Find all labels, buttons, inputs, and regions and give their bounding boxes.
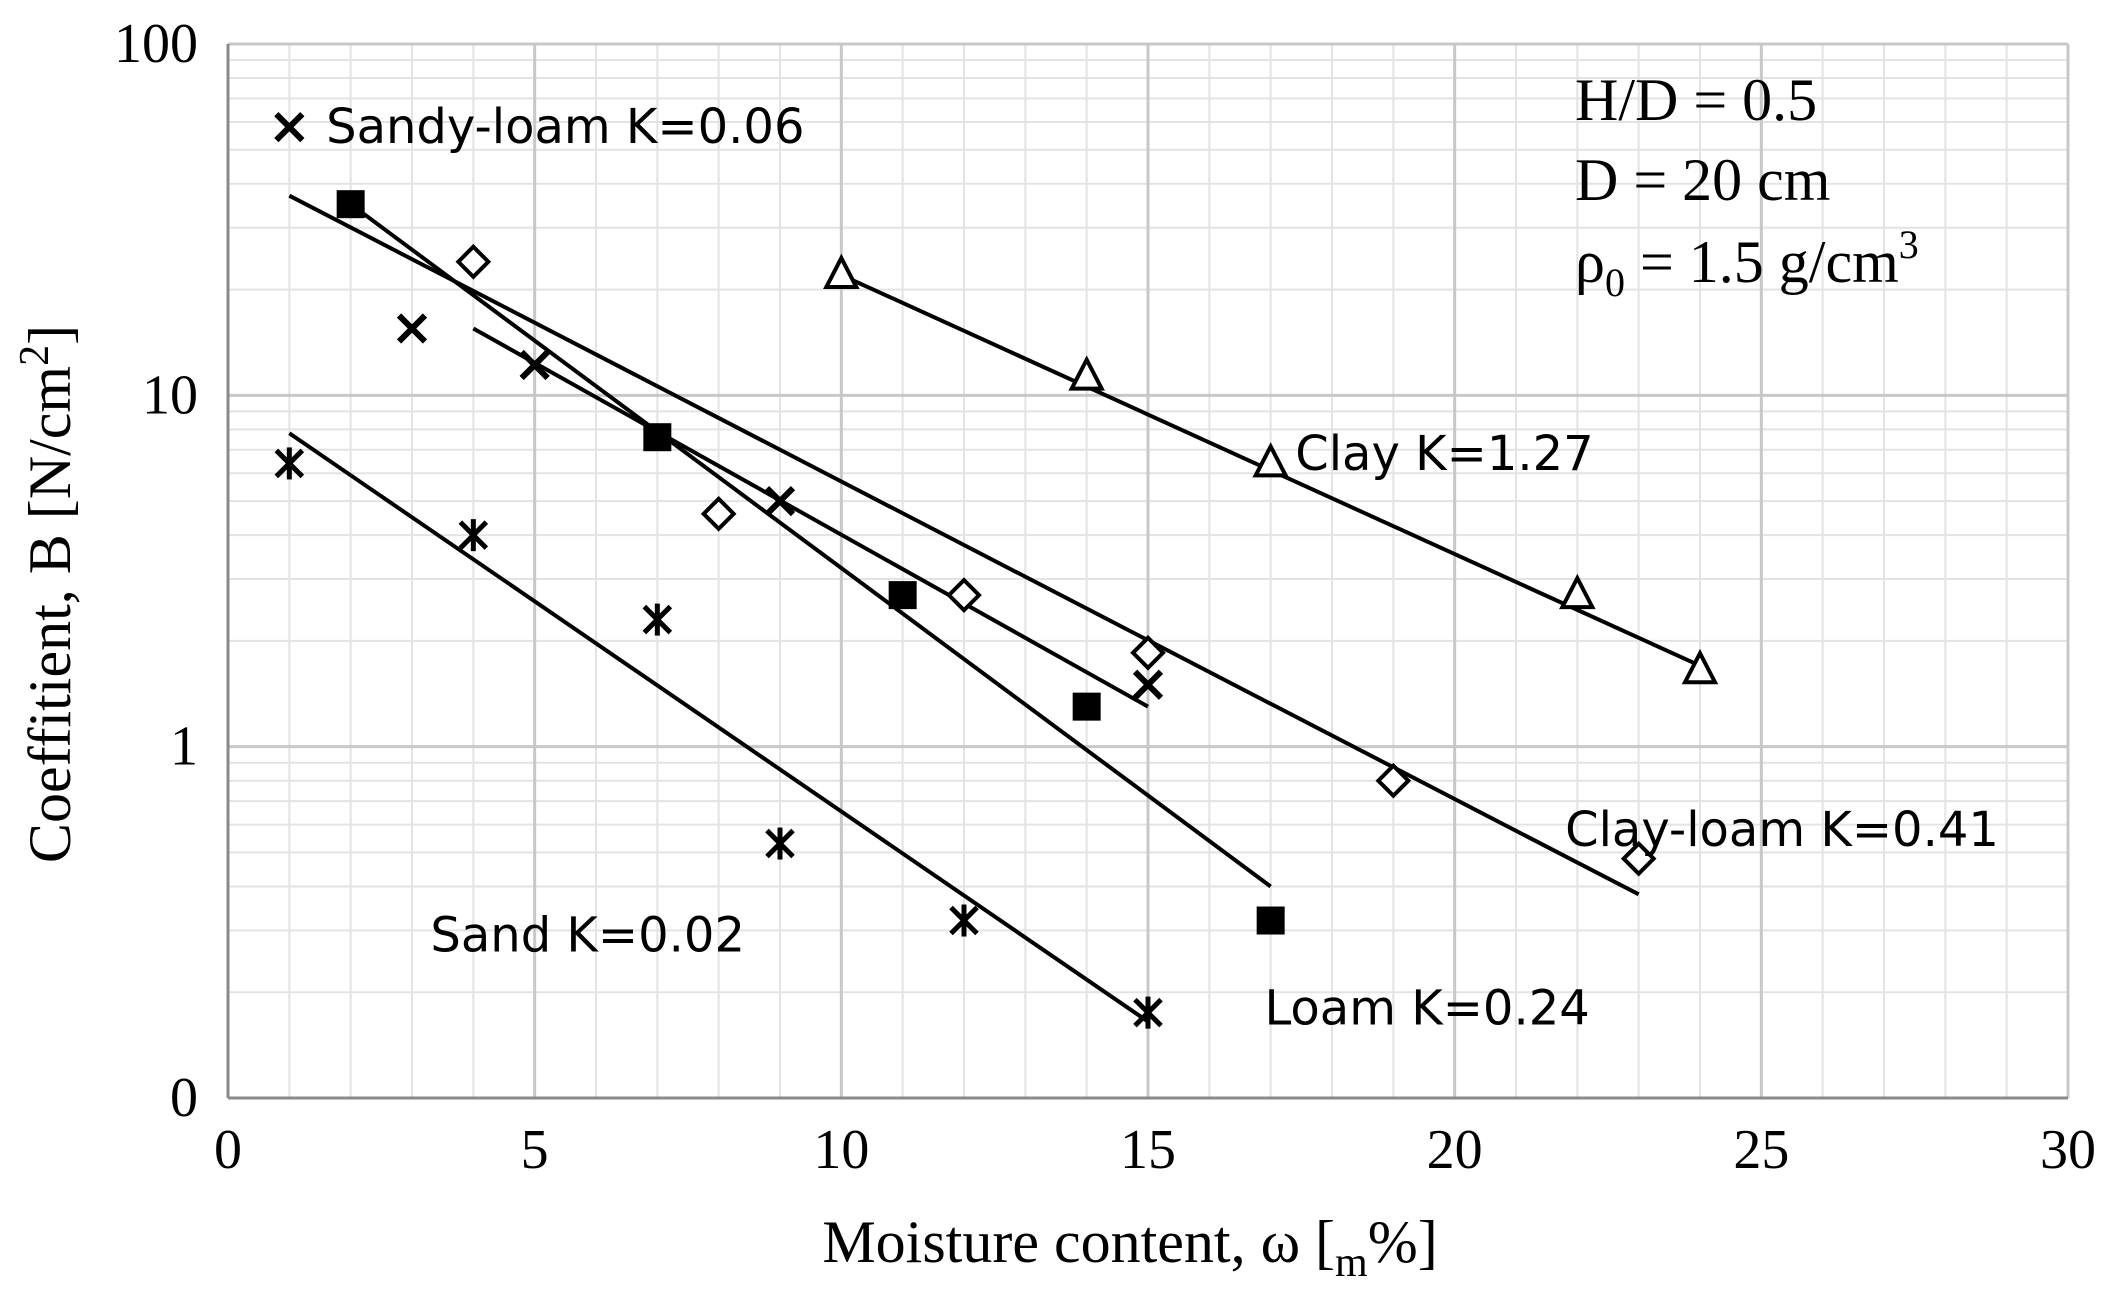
marker-diamond — [700, 495, 737, 532]
series-annotation: Clay K=1.27 — [1295, 426, 1594, 482]
marker-square — [888, 581, 917, 610]
series-annotation: Clay-loam K=0.41 — [1565, 802, 1999, 858]
marker-triangle — [1681, 648, 1719, 685]
data-point — [700, 495, 737, 532]
annotations: Sandy-loam K=0.06 Clay K=1.27 Clay-loam K=… — [326, 99, 1999, 1036]
data-point — [519, 349, 550, 381]
data-point — [274, 111, 305, 143]
param-density-rho: ρ — [1575, 229, 1605, 295]
param-hd: H/D = 0.5 — [1575, 67, 1817, 133]
marker-square — [336, 190, 365, 219]
x-tick-label: 20 — [1427, 1119, 1483, 1181]
marker-stroke — [1132, 669, 1164, 700]
data-point — [336, 190, 365, 219]
marker-triangle — [823, 253, 860, 290]
data-point — [643, 423, 672, 452]
marker-stroke — [274, 111, 305, 143]
marker-stroke — [764, 485, 796, 517]
fit-line — [349, 202, 1272, 889]
data-point — [1620, 840, 1657, 877]
data-point — [1256, 906, 1285, 935]
axes — [226, 44, 2068, 1100]
x-axis-title-main: Moisture content, ω [ — [822, 1209, 1335, 1275]
data-point — [946, 577, 982, 613]
data-point — [765, 827, 795, 860]
marker-triangle — [1068, 355, 1105, 391]
data-point — [764, 485, 796, 517]
y-tick-label: 0 — [170, 1067, 198, 1129]
y-axis-title-tail: ] — [17, 325, 83, 345]
marker-triangle — [1559, 573, 1596, 610]
data-point — [823, 253, 860, 290]
marker-diamond — [1375, 762, 1412, 799]
y-tick-label: 10 — [142, 364, 198, 426]
x-axis-title-tail: %] — [1368, 1209, 1438, 1275]
x-tick-label: 30 — [2040, 1119, 2096, 1181]
markers — [274, 111, 1719, 1029]
y-axis-title-sup: 2 — [12, 345, 58, 366]
data-point — [888, 581, 917, 610]
series-annotation: Loam K=0.24 — [1265, 980, 1590, 1036]
data-point — [274, 447, 305, 480]
y-tick-label: 100 — [114, 13, 198, 75]
param-density-mid: = 1.5 g/cm — [1625, 229, 1899, 295]
series-annotation: Sand K=0.02 — [430, 908, 745, 964]
param-density-sup: 3 — [1899, 222, 1919, 267]
fit-line — [288, 431, 1150, 1024]
fit-line — [288, 193, 1640, 897]
data-point — [458, 519, 489, 552]
data-point — [1130, 634, 1166, 671]
data-point — [396, 313, 428, 344]
x-axis-title: Moisture content, ω [m%] — [822, 1209, 1437, 1286]
marker-triangle — [1252, 442, 1289, 478]
data-point — [1375, 762, 1412, 799]
param-density-sub: 0 — [1605, 260, 1625, 305]
marker-diamond — [455, 243, 492, 280]
y-axis-title: Coeffitient, B [N/cm2] — [12, 325, 83, 863]
param-d: D = 20 cm — [1575, 147, 1830, 213]
param-density: ρ0 = 1.5 g/cm3 — [1575, 222, 1919, 305]
y-axis-title-main: Coeffitient, B [N/cm — [17, 366, 83, 863]
y-tick-label: 1 — [170, 716, 198, 778]
marker-stroke — [519, 349, 550, 381]
grid-major — [228, 42, 2070, 1098]
x-tick-label: 10 — [813, 1119, 869, 1181]
series-annotation: Sandy-loam K=0.06 — [326, 99, 804, 155]
data-point — [1132, 669, 1164, 700]
x-tick-label: 15 — [1120, 1119, 1176, 1181]
x-axis-title-sub: m — [1335, 1240, 1368, 1286]
data-point — [642, 603, 673, 636]
marker-diamond — [946, 577, 982, 613]
data-point — [1133, 996, 1163, 1029]
data-point — [455, 243, 492, 280]
marker-diamond — [1130, 634, 1166, 671]
marker-stroke — [396, 313, 428, 344]
x-tick-label: 25 — [1733, 1119, 1789, 1181]
data-point — [1681, 648, 1719, 685]
fit-line — [472, 326, 1149, 709]
data-point — [1252, 442, 1289, 478]
data-point — [1068, 355, 1105, 391]
marker-square — [1072, 692, 1101, 721]
data-point — [1072, 692, 1101, 721]
x-tick-label: 5 — [521, 1119, 549, 1181]
x-tick-label: 0 — [214, 1119, 242, 1181]
fit-lines — [288, 193, 1701, 1024]
marker-diamond — [1620, 840, 1657, 877]
marker-square — [643, 423, 672, 452]
data-point — [1559, 573, 1596, 610]
marker-square — [1256, 906, 1285, 935]
data-point — [949, 904, 979, 937]
